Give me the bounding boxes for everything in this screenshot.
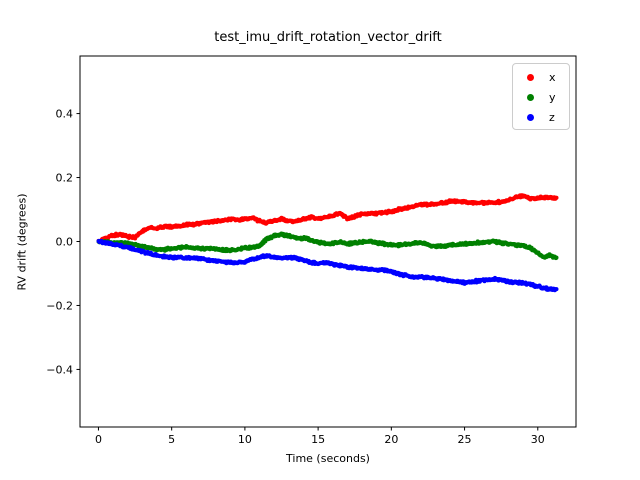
x-tick-label: 30 bbox=[531, 433, 545, 446]
legend-marker-icon bbox=[527, 113, 534, 121]
x-tick-label: 5 bbox=[168, 433, 175, 446]
legend-marker-icon bbox=[527, 73, 534, 81]
series-z bbox=[96, 238, 559, 293]
y-tick-label: 0.2 bbox=[56, 172, 74, 185]
x-tick-label: 25 bbox=[458, 433, 472, 446]
y-tick-label: −0.2 bbox=[46, 299, 73, 312]
x-tick-label: 15 bbox=[311, 433, 325, 446]
legend-label: z bbox=[549, 110, 555, 124]
legend-item-y: y bbox=[513, 87, 569, 107]
series-y bbox=[96, 231, 559, 261]
y-tick-label: −0.4 bbox=[46, 363, 73, 376]
y-tick-label: 0.0 bbox=[56, 236, 74, 249]
x-axis-label: Time (seconds) bbox=[286, 452, 370, 465]
legend-item-z: z bbox=[513, 107, 569, 127]
series-x bbox=[96, 193, 559, 244]
x-tick-label: 10 bbox=[238, 433, 252, 446]
x-tick-label: 20 bbox=[384, 433, 398, 446]
y-axis-label: RV drift (degrees) bbox=[15, 193, 29, 291]
chart-title: test_imu_drift_rotation_vector_drift bbox=[214, 30, 442, 45]
legend-label: x bbox=[549, 70, 556, 84]
legend-label: y bbox=[549, 90, 556, 104]
legend-item-x: x bbox=[513, 67, 569, 87]
y-tick-label: 0.4 bbox=[56, 108, 74, 121]
legend-marker-icon bbox=[527, 93, 534, 101]
x-tick-label: 0 bbox=[95, 433, 102, 446]
